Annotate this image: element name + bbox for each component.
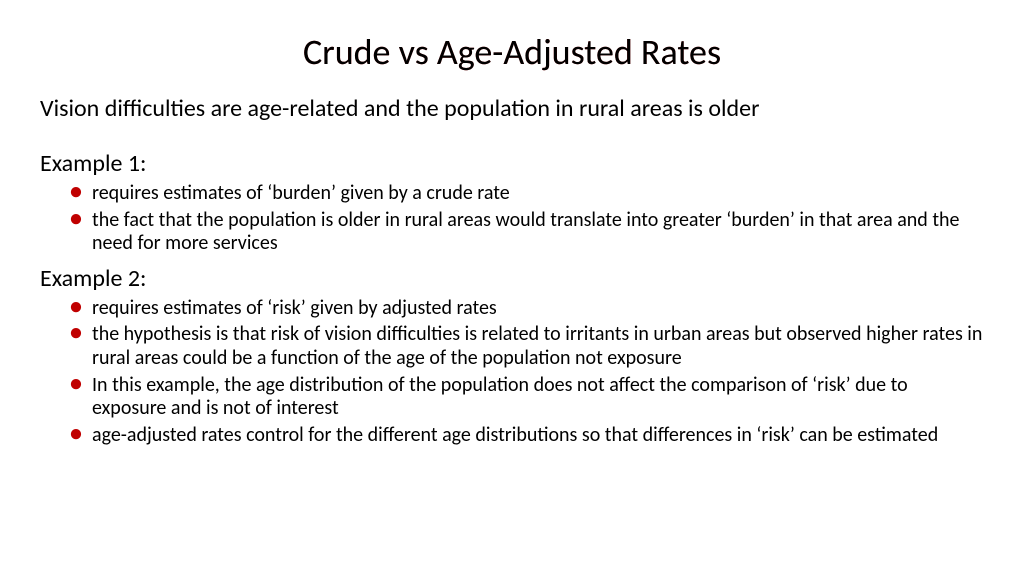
slide-title: Crude vs Age-Adjusted Rates Crude vs Age… xyxy=(40,30,984,74)
title-text: Crude vs Age-Adjusted Rates xyxy=(303,30,721,74)
intro-text: Vision difficulties are age-related and … xyxy=(40,94,984,123)
example2-heading: Example 2: xyxy=(40,264,984,293)
example1-list: requires estimates of ‘burden’ given by … xyxy=(40,182,984,256)
list-item: requires estimates of ‘risk’ given by ad… xyxy=(92,297,984,321)
list-item: age-adjusted rates control for the diffe… xyxy=(92,424,984,448)
list-item: In this example, the age distribution of… xyxy=(92,374,984,421)
example1-heading: Example 1: xyxy=(40,149,984,178)
list-item: the fact that the population is older in… xyxy=(92,209,984,256)
example2-list: requires estimates of ‘risk’ given by ad… xyxy=(40,297,984,448)
list-item: requires estimates of ‘burden’ given by … xyxy=(92,182,984,206)
list-item: the hypothesis is that risk of vision di… xyxy=(92,323,984,370)
